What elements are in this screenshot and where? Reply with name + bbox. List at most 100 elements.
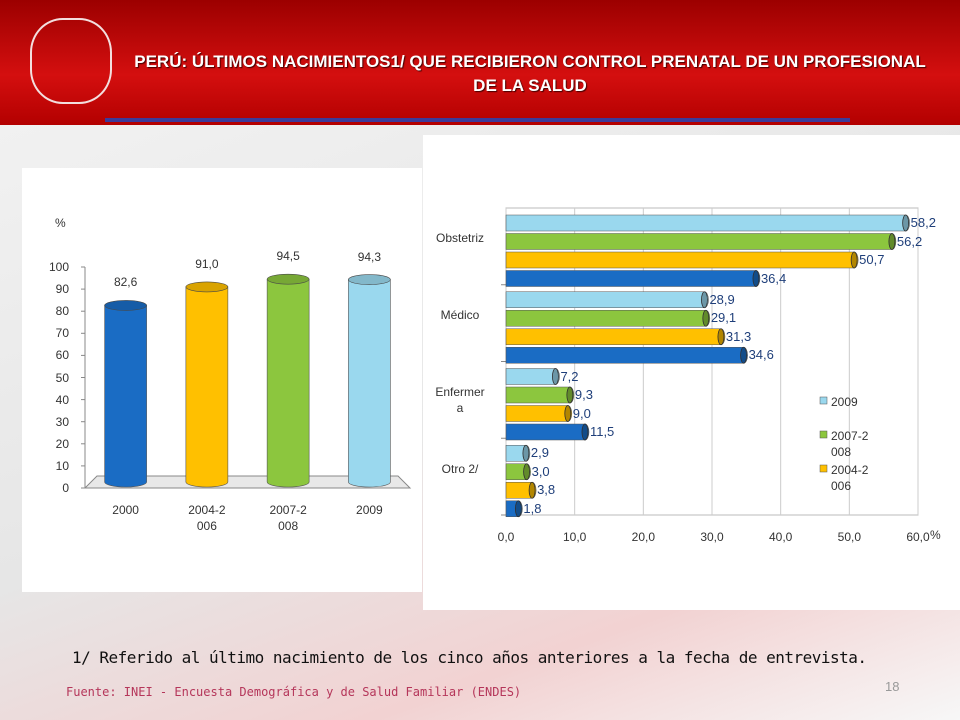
bar-end [740,346,747,364]
floor [83,475,412,489]
value-label: 34,6 [748,347,774,363]
y-tick-label: Enfermera [435,384,485,415]
value-label: 9,0 [572,405,591,421]
value-label: 9,3 [574,387,593,402]
y-tick-label: 10 [55,458,69,473]
x-tick-label: 0,0 [497,530,515,544]
bar-end [902,214,910,232]
bar-end [564,405,572,422]
bar-top [266,273,310,285]
y-tick-label: 70 [55,326,69,341]
y-tick-label: 100 [48,260,69,274]
legend-label: 2004-2006 [831,463,869,493]
source: Fuente: INEI - Encuesta Demográfica y de… [66,685,522,699]
y-tick-label: 50 [55,370,69,385]
bar-top [185,281,229,293]
legend-label: 2009 [831,395,858,409]
slide-title: PERÚ: ÚLTIMOS NACIMIENTOS1/ QUE RECIBIER… [134,52,926,95]
bar-end [850,251,858,269]
value-label: 28,9 [709,291,735,307]
x-tick-label: 2004-2006 [188,503,226,533]
value-label: 29,1 [710,310,737,326]
x-tick-label: 60,0 [906,530,930,544]
value-label: 82,6 [113,275,138,290]
header-band [0,0,960,125]
bar [185,286,229,488]
bar-end [702,309,710,327]
value-label: 7,2 [560,368,579,384]
value-label: 91,0 [195,256,219,271]
bar-end [566,386,574,404]
header-rule [105,118,850,122]
y-tick-label: Obstetriz [435,231,484,246]
value-label: 56,2 [896,233,923,249]
x-tick-label: 2007-2008 [269,503,307,533]
y-tick-label: 80 [55,304,69,319]
bar-end [528,481,536,499]
x-axis-label: % [930,528,941,542]
bar-end [752,270,760,287]
bar-end [514,500,522,518]
value-label: 58,2 [910,215,936,230]
bar [505,291,709,309]
value-label: 31,3 [725,328,752,344]
value-label: 94,5 [276,249,300,264]
bar-end [717,328,725,346]
y-tick-label: 20 [55,436,69,451]
bar [266,278,310,488]
value-label: 3,0 [531,463,550,479]
bar [505,405,573,422]
x-tick-label: 2000 [112,503,139,517]
y-tick-label: Médico [440,308,480,323]
legend-swatch [819,396,828,405]
y-tick-label: 40 [55,392,69,407]
emblem [30,18,112,104]
bar-end [523,463,530,481]
bar [505,214,910,232]
footnote: 1/ Referido al último nacimiento de los … [72,648,867,667]
bar-end [888,233,896,250]
bar-end [701,291,708,309]
y-tick-label: 30 [55,414,69,429]
bar-end [522,444,530,462]
value-label: 94,3 [357,249,382,264]
bar-end [581,423,589,441]
bar [505,346,748,364]
bar [348,279,391,488]
bar [505,251,859,269]
x-tick-label: 2009 [356,503,383,517]
bar [505,368,560,385]
y-tick-label: 60 [55,348,69,363]
value-label: 11,5 [589,424,615,439]
value-label: 1,8 [523,500,542,516]
legend-swatch [819,464,828,473]
value-label: 50,7 [859,252,885,267]
y-tick-label: 90 [55,282,69,297]
bar-top [348,274,391,285]
bar [505,328,726,346]
bar [505,270,761,287]
legend-label: 2007-2008 [831,429,869,459]
bar [505,386,575,404]
bar [505,423,590,441]
x-tick-label: 10,0 [562,530,587,544]
bar-top [104,300,147,311]
bar [104,305,147,488]
legend-swatch [819,430,828,439]
x-tick-label: 40,0 [768,530,793,544]
x-tick-label: 30,0 [700,530,724,544]
value-label: 3,8 [537,482,556,498]
y-axis-label: % [55,216,66,230]
y-tick-label: 0 [62,481,69,495]
x-tick-label: 20,0 [631,530,656,544]
page-number: 18 [885,679,900,694]
bar-end [552,368,559,385]
bar [505,309,711,327]
value-label: 2,9 [530,445,549,461]
x-tick-label: 50,0 [837,530,862,544]
y-tick-label: Otro 2/ [441,461,479,476]
bar [505,233,897,250]
value-label: 36,4 [760,270,787,286]
